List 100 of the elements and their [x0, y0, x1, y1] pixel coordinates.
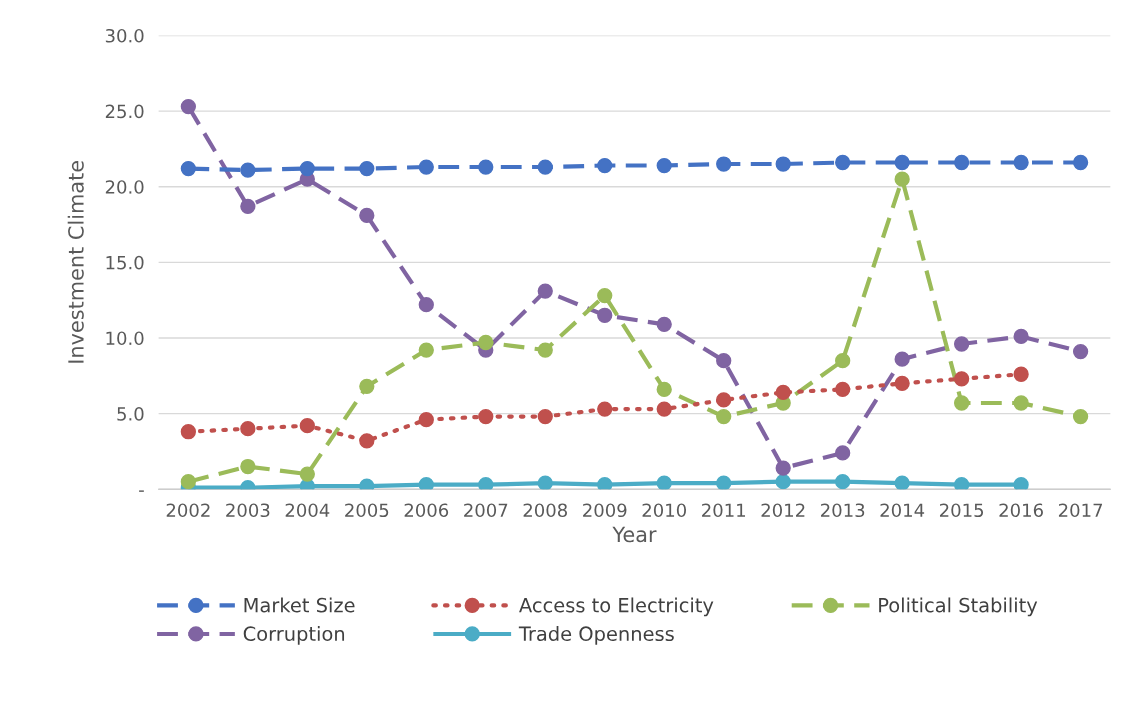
point — [597, 157, 613, 174]
y-tick-label: 10.0 — [106, 331, 144, 346]
x-tick-label: 2013 — [821, 503, 865, 518]
y-tick-label: 25.0 — [105, 104, 144, 119]
point — [656, 316, 672, 332]
y-axis-title: Investment Climate — [67, 161, 84, 363]
y-tick-label: 20.0 — [105, 180, 144, 194]
point — [716, 475, 732, 490]
point — [418, 159, 434, 175]
x-tick-label: 2017 — [1058, 503, 1103, 518]
point — [775, 460, 791, 476]
point — [894, 375, 910, 391]
point — [240, 421, 256, 437]
point — [537, 408, 553, 425]
y-tick-label: 30.0 — [105, 28, 144, 43]
legend-label: Corruption — [243, 626, 345, 645]
point — [953, 477, 970, 490]
x-tick-label: 2014 — [880, 503, 925, 518]
point — [835, 474, 851, 490]
point — [418, 342, 434, 358]
x-tick-label: 2003 — [226, 503, 270, 518]
point — [953, 395, 970, 411]
point — [953, 336, 970, 352]
point — [359, 378, 375, 394]
point — [180, 98, 197, 115]
point — [1072, 154, 1089, 171]
point — [894, 154, 910, 171]
point — [240, 458, 256, 475]
point — [1072, 408, 1089, 425]
point — [180, 474, 197, 490]
point — [656, 381, 672, 398]
point — [597, 477, 613, 490]
point — [716, 408, 732, 425]
point — [299, 466, 315, 482]
point — [597, 287, 613, 304]
point — [953, 371, 970, 387]
point — [656, 475, 672, 490]
point — [537, 342, 553, 358]
point — [894, 171, 910, 187]
point — [418, 297, 434, 313]
point — [894, 351, 910, 367]
x-axis-title: Year — [612, 526, 657, 543]
point — [716, 353, 732, 369]
point — [835, 381, 851, 398]
point — [1013, 328, 1029, 345]
point — [478, 334, 494, 351]
point — [478, 477, 494, 490]
legend-label: Access to Electricity — [519, 597, 714, 617]
x-tick-label: 2012 — [761, 503, 805, 518]
point — [180, 160, 197, 177]
point — [359, 433, 375, 449]
point — [1013, 477, 1029, 490]
point — [597, 307, 613, 323]
point — [537, 283, 553, 299]
point — [835, 445, 851, 461]
point — [775, 384, 791, 401]
point — [1013, 366, 1029, 382]
x-tick-label: 2015 — [939, 503, 984, 518]
x-tick-label: 2009 — [583, 503, 627, 518]
point — [597, 401, 613, 417]
point — [953, 154, 970, 171]
point — [537, 475, 553, 490]
y-tick-label: 15.0 — [106, 255, 144, 270]
point — [656, 401, 672, 417]
y-tick-label: - — [139, 490, 144, 492]
point — [656, 157, 672, 174]
point — [418, 411, 434, 428]
point — [299, 418, 315, 434]
point — [835, 353, 851, 369]
point — [180, 424, 197, 440]
point — [716, 392, 732, 408]
point — [240, 198, 256, 215]
x-tick-label: 2007 — [464, 503, 508, 518]
x-tick-label: 2016 — [999, 503, 1043, 518]
x-tick-label: 2010 — [642, 503, 686, 518]
legend-label: Market Size — [244, 597, 355, 613]
point — [835, 154, 851, 171]
point — [775, 156, 791, 172]
x-tick-label: 2005 — [345, 503, 389, 518]
legend-label: Trade Openness — [518, 626, 674, 645]
point — [418, 477, 434, 490]
point — [1013, 395, 1029, 411]
point — [1072, 343, 1089, 360]
point — [240, 162, 256, 178]
x-tick-label: 2002 — [166, 503, 210, 518]
point — [359, 207, 375, 224]
point — [537, 159, 553, 175]
point — [478, 159, 494, 175]
point — [894, 475, 910, 490]
x-tick-label: 2006 — [404, 503, 449, 518]
legend-label: Political Stability — [879, 597, 1038, 617]
point — [299, 160, 315, 177]
point — [359, 160, 375, 177]
x-tick-label: 2011 — [702, 503, 746, 518]
point — [1013, 154, 1029, 171]
point — [775, 474, 791, 490]
point — [716, 156, 732, 172]
point — [478, 408, 494, 425]
x-tick-label: 2008 — [523, 503, 567, 518]
x-tick-label: 2004 — [285, 503, 330, 518]
